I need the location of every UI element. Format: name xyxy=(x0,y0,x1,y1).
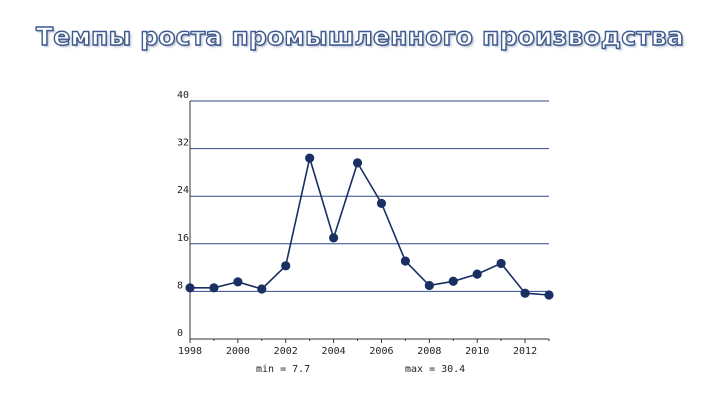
data-point-1998 xyxy=(185,283,195,293)
data-point-2009 xyxy=(448,276,458,286)
y-tick-label: 16 xyxy=(177,233,189,244)
data-point-2004 xyxy=(329,233,339,243)
x-tick-label: 2002 xyxy=(274,346,298,357)
x-tick-labels: 1998 2000 2002 2004 2006 2008 2010 2012 xyxy=(178,346,537,357)
data-point-2013 xyxy=(544,290,554,300)
gridlines xyxy=(190,100,549,292)
max-label: max = 30.4 xyxy=(405,364,465,375)
slide-title: Темпы роста промышленного производства xyxy=(35,21,685,51)
x-tick-label: 2008 xyxy=(417,346,441,357)
axes xyxy=(189,101,550,343)
series xyxy=(185,153,554,300)
data-point-2008 xyxy=(424,280,434,291)
y-tick-label: 8 xyxy=(177,280,183,291)
series-line xyxy=(190,157,550,296)
data-point-2005 xyxy=(352,158,363,168)
data-point-2012 xyxy=(520,288,530,298)
x-tick-label: 2000 xyxy=(226,346,250,357)
y-tick-label: 24 xyxy=(177,185,189,196)
x-tick-label: 2006 xyxy=(369,346,393,357)
x-tick-label: 1998 xyxy=(178,346,202,357)
data-point-2003 xyxy=(305,153,315,163)
x-tick-label: 2010 xyxy=(465,346,489,357)
min-label: min = 7.7 xyxy=(256,364,310,375)
data-point-2000 xyxy=(233,277,243,287)
y-tick-label: 40 xyxy=(177,90,189,101)
data-point-2006 xyxy=(376,198,387,208)
x-tick-label: 2012 xyxy=(513,346,537,357)
y-tick-label: 0 xyxy=(177,328,183,339)
data-point-2011 xyxy=(496,258,506,269)
x-tick-label: 2004 xyxy=(322,346,346,357)
data-point-2010 xyxy=(472,269,482,279)
y-tick-labels: 0 8 16 24 32 40 xyxy=(177,90,189,339)
y-tick-label: 32 xyxy=(177,138,189,149)
data-point-1999 xyxy=(209,283,219,293)
data-point-2007 xyxy=(400,256,410,266)
data-point-2002 xyxy=(281,261,291,271)
data-point-2001 xyxy=(257,284,267,294)
